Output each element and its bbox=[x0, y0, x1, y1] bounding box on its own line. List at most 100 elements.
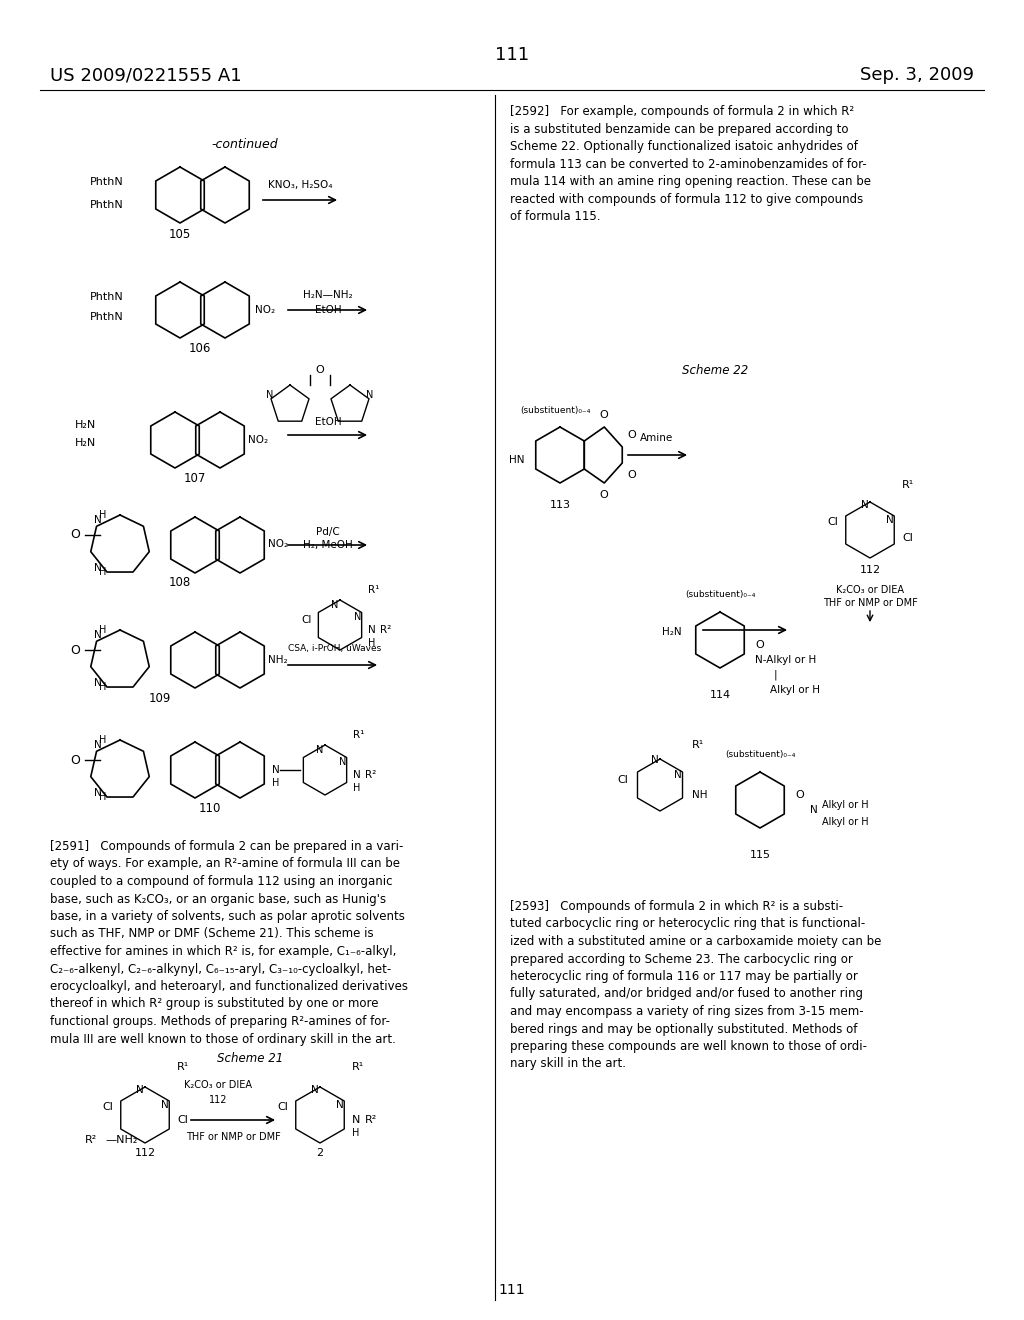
Text: N: N bbox=[94, 564, 101, 573]
Text: O: O bbox=[599, 411, 608, 420]
Text: O: O bbox=[599, 490, 608, 500]
Text: N: N bbox=[311, 1085, 318, 1096]
Text: 111: 111 bbox=[495, 46, 529, 63]
Text: H: H bbox=[353, 783, 360, 793]
Text: R¹: R¹ bbox=[902, 480, 914, 490]
Text: KNO₃, H₂SO₄: KNO₃, H₂SO₄ bbox=[267, 180, 332, 190]
Text: Cl: Cl bbox=[278, 1102, 288, 1111]
Text: H₂N—NH₂: H₂N—NH₂ bbox=[303, 290, 353, 300]
Text: 111: 111 bbox=[499, 1283, 525, 1298]
Text: Amine: Amine bbox=[640, 433, 674, 444]
Text: R¹: R¹ bbox=[692, 741, 705, 750]
Text: H₂, MeOH: H₂, MeOH bbox=[303, 540, 353, 550]
Text: Alkyl or H: Alkyl or H bbox=[822, 817, 868, 828]
Text: K₂CO₃ or DIEA: K₂CO₃ or DIEA bbox=[184, 1080, 252, 1090]
Text: -continued: -continued bbox=[212, 139, 279, 152]
Text: N: N bbox=[651, 755, 658, 766]
Text: 106: 106 bbox=[188, 342, 211, 355]
Text: Cl: Cl bbox=[617, 775, 628, 785]
Text: 105: 105 bbox=[169, 228, 191, 242]
Text: PhthN: PhthN bbox=[90, 201, 124, 210]
Text: CSA, i-PrOH, uWaves: CSA, i-PrOH, uWaves bbox=[289, 644, 382, 652]
Text: R²: R² bbox=[380, 624, 391, 635]
Text: 107: 107 bbox=[184, 471, 206, 484]
Text: N: N bbox=[810, 805, 818, 814]
Text: Alkyl or H: Alkyl or H bbox=[770, 685, 820, 696]
Text: H₂N: H₂N bbox=[75, 420, 96, 430]
Text: (substituent)₀₋₄: (substituent)₀₋₄ bbox=[520, 405, 590, 414]
Text: PhthN: PhthN bbox=[90, 292, 124, 302]
Text: PhthN: PhthN bbox=[90, 177, 124, 187]
Text: EtOH: EtOH bbox=[314, 305, 341, 315]
Text: O: O bbox=[628, 470, 636, 480]
Text: 114: 114 bbox=[710, 690, 730, 700]
Text: N: N bbox=[336, 1100, 344, 1110]
Text: O: O bbox=[70, 644, 80, 656]
Text: O: O bbox=[628, 430, 636, 440]
Text: N: N bbox=[339, 756, 347, 767]
Text: R¹: R¹ bbox=[353, 730, 365, 741]
Text: O: O bbox=[315, 366, 325, 375]
Text: N: N bbox=[368, 624, 376, 635]
Text: [2593]   Compounds of formula 2 in which R² is a substi-
tuted carbocyclic ring : [2593] Compounds of formula 2 in which R… bbox=[510, 900, 882, 1071]
Text: K₂CO₃ or DIEA: K₂CO₃ or DIEA bbox=[836, 585, 904, 595]
Text: N: N bbox=[94, 515, 101, 525]
Text: [2591]   Compounds of formula 2 can be prepared in a vari-
ety of ways. For exam: [2591] Compounds of formula 2 can be pre… bbox=[50, 840, 408, 1045]
Text: 115: 115 bbox=[750, 850, 770, 861]
Text: Pd/C: Pd/C bbox=[316, 527, 340, 537]
Text: H₂N: H₂N bbox=[75, 438, 96, 447]
Text: R²: R² bbox=[365, 1115, 377, 1125]
Text: O: O bbox=[795, 789, 804, 800]
Text: Cl: Cl bbox=[902, 533, 912, 543]
Text: H: H bbox=[99, 624, 106, 635]
Text: 109: 109 bbox=[148, 692, 171, 705]
Text: R²: R² bbox=[85, 1135, 97, 1144]
Text: Scheme 22: Scheme 22 bbox=[682, 363, 749, 376]
Text: Cl: Cl bbox=[102, 1102, 113, 1111]
Text: N: N bbox=[353, 770, 360, 780]
Text: NO₂: NO₂ bbox=[248, 436, 268, 445]
Text: THF or NMP or DMF: THF or NMP or DMF bbox=[822, 598, 918, 609]
Text: N: N bbox=[94, 788, 101, 799]
Text: NH: NH bbox=[692, 789, 708, 800]
Text: R¹: R¹ bbox=[352, 1063, 365, 1072]
Text: H: H bbox=[99, 568, 106, 577]
Text: |: | bbox=[773, 669, 777, 680]
Text: N: N bbox=[272, 766, 280, 775]
Text: NO₂: NO₂ bbox=[255, 305, 275, 315]
Text: —NH₂: —NH₂ bbox=[105, 1135, 137, 1144]
Text: N: N bbox=[266, 389, 273, 400]
Text: HN: HN bbox=[510, 455, 525, 465]
Text: 2: 2 bbox=[316, 1148, 324, 1158]
Text: H: H bbox=[99, 682, 106, 692]
Text: EtOH: EtOH bbox=[314, 417, 341, 426]
Text: 112: 112 bbox=[134, 1148, 156, 1158]
Text: H₂N: H₂N bbox=[663, 627, 682, 638]
Text: O: O bbox=[755, 640, 764, 649]
Text: Cl: Cl bbox=[302, 615, 312, 624]
Text: O: O bbox=[70, 528, 80, 541]
Text: 108: 108 bbox=[169, 576, 191, 589]
Text: 112: 112 bbox=[209, 1096, 227, 1105]
Text: N: N bbox=[332, 601, 339, 610]
Text: N: N bbox=[352, 1115, 360, 1125]
Text: H: H bbox=[99, 735, 106, 744]
Text: H: H bbox=[99, 792, 106, 803]
Text: N: N bbox=[674, 770, 682, 780]
Text: R¹: R¹ bbox=[177, 1063, 189, 1072]
Text: (substituent)₀₋₄: (substituent)₀₋₄ bbox=[685, 590, 755, 599]
Text: NH₂: NH₂ bbox=[268, 655, 288, 665]
Text: [2592]   For example, compounds of formula 2 in which R²
is a substituted benzam: [2592] For example, compounds of formula… bbox=[510, 106, 871, 223]
Text: H: H bbox=[352, 1129, 359, 1138]
Text: H: H bbox=[368, 638, 376, 648]
Text: 113: 113 bbox=[550, 500, 570, 510]
Text: NO₂: NO₂ bbox=[268, 539, 288, 549]
Text: Cl: Cl bbox=[177, 1115, 187, 1125]
Text: H: H bbox=[272, 777, 280, 788]
Text: Sep. 3, 2009: Sep. 3, 2009 bbox=[860, 66, 974, 84]
Text: PhthN: PhthN bbox=[90, 312, 124, 322]
Text: N: N bbox=[136, 1085, 144, 1096]
Text: N: N bbox=[861, 500, 869, 510]
Text: N: N bbox=[94, 741, 101, 750]
Text: 110: 110 bbox=[199, 801, 221, 814]
